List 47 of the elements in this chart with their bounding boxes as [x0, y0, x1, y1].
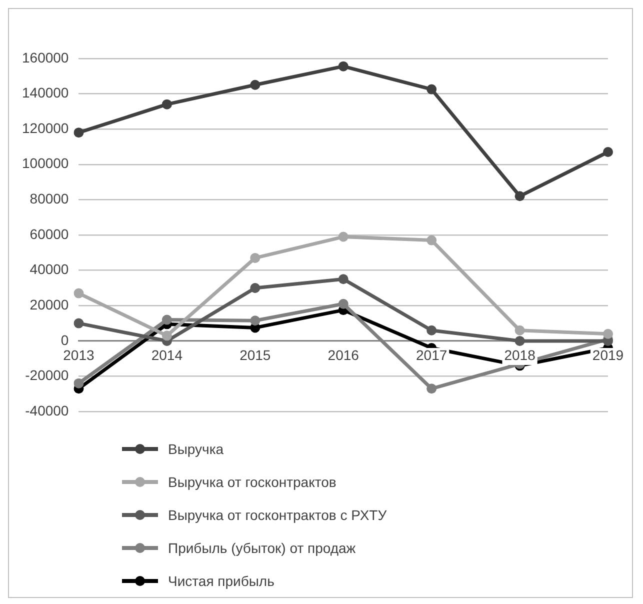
point: [162, 330, 172, 341]
x-tick-label: 2016: [328, 346, 360, 363]
y-tick-label: 20000: [30, 296, 69, 312]
legend-label: Чистая прибыль: [168, 572, 274, 588]
x-tick-label: 2019: [592, 346, 624, 363]
point: [426, 325, 437, 336]
y-tick-label: 100000: [22, 155, 69, 172]
point: [250, 316, 260, 326]
point: [426, 235, 437, 246]
x-tick-label: 2017: [416, 346, 448, 363]
x-tick-label: 2015: [240, 346, 271, 363]
y-tick-label: 160000: [22, 49, 69, 66]
y-tick-label: 60000: [30, 226, 69, 242]
point: [162, 99, 172, 110]
point: [514, 325, 525, 336]
point: [514, 191, 525, 202]
x-tick-label: 2013: [63, 346, 94, 363]
legend-label: Выручка от госконтрактов: [168, 474, 336, 490]
point: [338, 274, 348, 284]
y-tick-label: -20000: [25, 367, 69, 384]
y-tick-label: 40000: [30, 261, 69, 278]
point: [426, 384, 437, 394]
x-tick-label: 2018: [504, 346, 536, 363]
point: [74, 378, 84, 388]
point: [338, 298, 348, 309]
y-tick-label: 0: [60, 332, 69, 348]
point: [250, 282, 260, 293]
y-tick-label: 120000: [22, 120, 69, 136]
point: [338, 61, 348, 72]
legend-label: Прибыль (убыток) от продаж: [168, 540, 356, 556]
point: [603, 147, 613, 157]
point: [162, 314, 172, 325]
point: [250, 252, 260, 263]
y-tick-label: 80000: [30, 190, 69, 207]
legend-label: Выручка: [168, 440, 224, 456]
point: [250, 80, 260, 90]
legend-label: Выручка от госконтрактов с РХТУ: [168, 506, 387, 522]
y-tick-label: -40000: [25, 402, 69, 418]
point: [74, 288, 84, 298]
point: [603, 328, 613, 339]
y-tick-label: 140000: [22, 84, 69, 101]
point: [338, 232, 348, 242]
x-tick-label: 2014: [151, 346, 183, 363]
point: [514, 336, 525, 346]
point: [74, 318, 84, 328]
point: [426, 84, 437, 94]
point: [74, 128, 84, 138]
